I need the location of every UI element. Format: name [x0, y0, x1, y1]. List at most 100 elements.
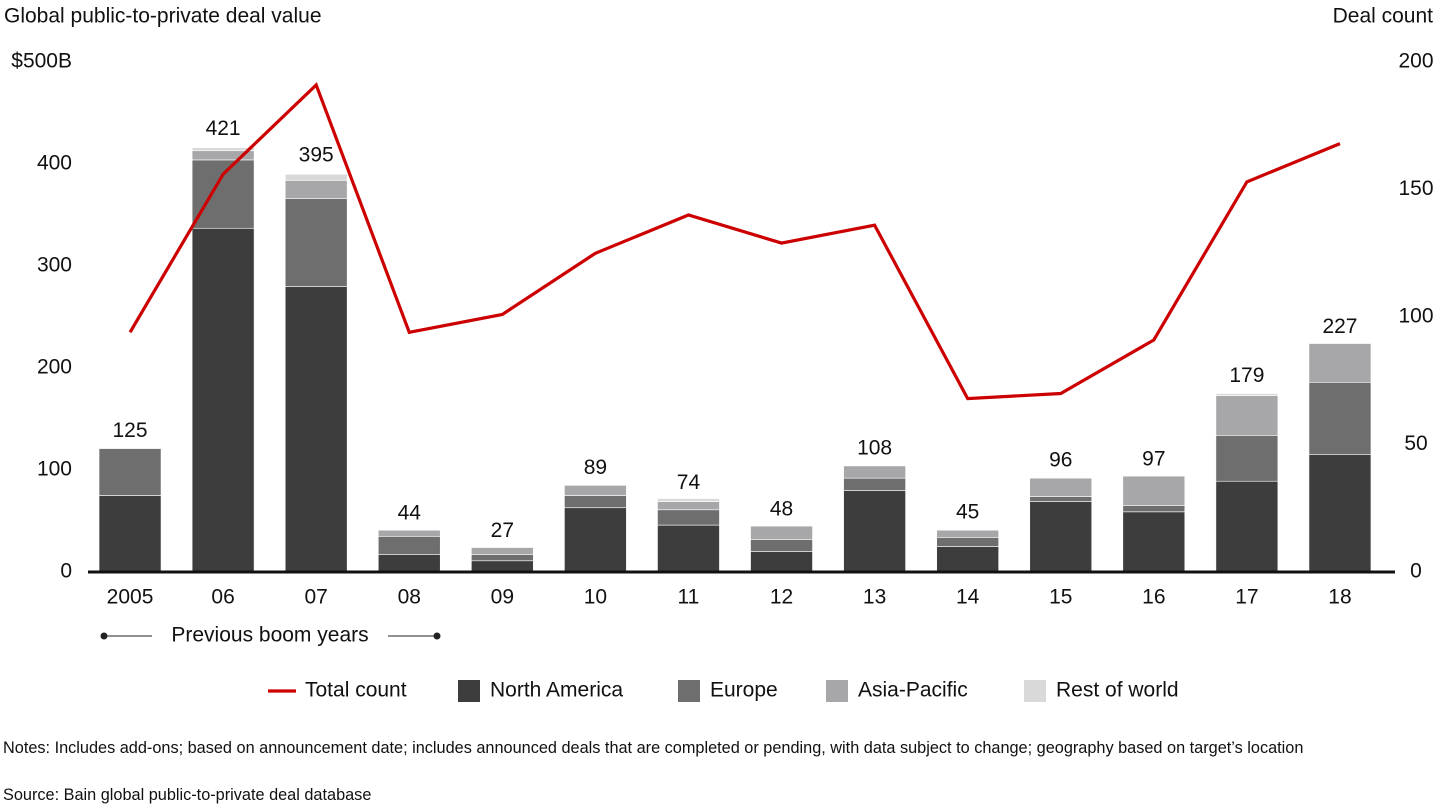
bar-segment [1122, 505, 1186, 513]
bar-segment [377, 554, 441, 573]
y-tick-label: 0 [60, 560, 72, 583]
bar-segment [750, 525, 813, 540]
bar-segment [564, 507, 627, 573]
x-tick-label: 2005 [107, 586, 154, 609]
x-tick-label: 08 [398, 586, 421, 609]
annotation: Previous boom years [171, 624, 368, 647]
bar-segment [657, 498, 720, 502]
y-tick-label: 100 [37, 458, 72, 481]
bar-segment [1029, 501, 1093, 573]
bar-segment [284, 286, 348, 573]
bar-segment [936, 529, 999, 538]
bar-segment [1308, 381, 1372, 455]
total-label: 27 [491, 519, 514, 542]
x-tick-label: 18 [1328, 586, 1351, 609]
total-label: 227 [1322, 315, 1357, 338]
bar-segment [1122, 511, 1186, 573]
total-label: 74 [677, 471, 701, 494]
x-tick-label: 12 [770, 586, 793, 609]
total-label: 48 [770, 498, 793, 521]
bar-segment [471, 547, 534, 555]
source: Source: Bain global public-to-private de… [3, 786, 372, 804]
bar-segment [471, 560, 534, 573]
x-tick-label: 17 [1235, 586, 1258, 609]
bar-segment [191, 159, 255, 229]
y-tick-label: 200 [37, 356, 72, 379]
total-label: 395 [299, 144, 334, 167]
bar-segment [98, 448, 162, 496]
bar-segment [843, 490, 906, 573]
bar-segment [657, 501, 720, 511]
bar-segment [284, 180, 348, 199]
legend-swatch [1024, 680, 1046, 702]
x-tick-label: 13 [863, 586, 886, 609]
y2-tick-label: 200 [1398, 50, 1433, 73]
bar-segment [1215, 395, 1279, 436]
bar-segment [191, 227, 255, 573]
total-label: 125 [113, 419, 148, 442]
legend-swatch [678, 680, 700, 702]
y-axis-title: Global public-to-private deal value [4, 5, 322, 28]
total-label: 421 [206, 117, 241, 140]
bar-segment [1215, 435, 1279, 482]
x-tick-label: 09 [491, 586, 514, 609]
bar-segment [377, 535, 441, 555]
y-tick-label: 300 [37, 254, 72, 277]
bar-segment [750, 551, 813, 573]
bar-segment [564, 495, 627, 509]
x-tick-label: 16 [1142, 586, 1165, 609]
notes: Notes: Includes add-ons; based on announ… [3, 739, 1304, 757]
bar-segment [284, 173, 348, 181]
bar-segment [564, 484, 627, 496]
y2-tick-label: 150 [1398, 177, 1433, 200]
bar-segment [98, 495, 162, 573]
x-tick-label: 11 [678, 586, 700, 609]
bar-segment [1215, 393, 1279, 396]
total-label: 97 [1142, 448, 1165, 471]
bar-segment [936, 546, 999, 573]
legend-swatch [826, 680, 848, 702]
y2-axis-title: Deal count [1333, 5, 1434, 28]
legend-label: North America [490, 679, 623, 702]
legend-label: Asia-Pacific [858, 679, 968, 702]
legend-label: Europe [710, 679, 778, 702]
x-tick-label: 06 [211, 586, 234, 609]
bar-segment [657, 524, 720, 573]
bar-segment [377, 529, 441, 537]
bar-segment [1029, 477, 1093, 497]
bar-segment [1215, 480, 1279, 573]
total-label: 89 [584, 456, 607, 479]
legend-label: Rest of world [1056, 679, 1179, 702]
x-tick-label: 07 [304, 586, 327, 609]
bracket-dot [433, 632, 441, 640]
y2-tick-label: 100 [1398, 305, 1433, 328]
x-tick-label: 14 [956, 586, 980, 609]
legend-label: Total count [305, 679, 407, 702]
bar-segment [1122, 475, 1186, 506]
x-tick-label: 15 [1049, 586, 1072, 609]
y2-tick-label: 50 [1404, 432, 1427, 455]
total-label: 45 [956, 501, 979, 524]
line-series [128, 82, 1341, 401]
y-tick-label: 400 [37, 152, 72, 175]
bar-segment [1308, 454, 1372, 573]
bar-segment [1308, 343, 1372, 383]
total-label: 44 [398, 502, 422, 525]
bar-segment [284, 198, 348, 287]
total-label: 108 [857, 436, 892, 459]
bar-segment [1029, 496, 1093, 502]
bar-segment [843, 465, 906, 479]
legend-swatch [458, 680, 480, 702]
y-tick-label: $500B [11, 50, 72, 73]
bar-segment [843, 477, 906, 491]
bar-segment [936, 537, 999, 547]
bar-segment [750, 539, 813, 552]
bar-segment [191, 147, 255, 152]
total-label: 96 [1049, 449, 1072, 472]
x-tick-label: 10 [584, 586, 607, 609]
bar-segment [657, 509, 720, 526]
total-label: 179 [1229, 364, 1264, 387]
y2-tick-label: 0 [1410, 560, 1422, 583]
chart: Global public-to-private deal value Deal… [4, 5, 1434, 702]
